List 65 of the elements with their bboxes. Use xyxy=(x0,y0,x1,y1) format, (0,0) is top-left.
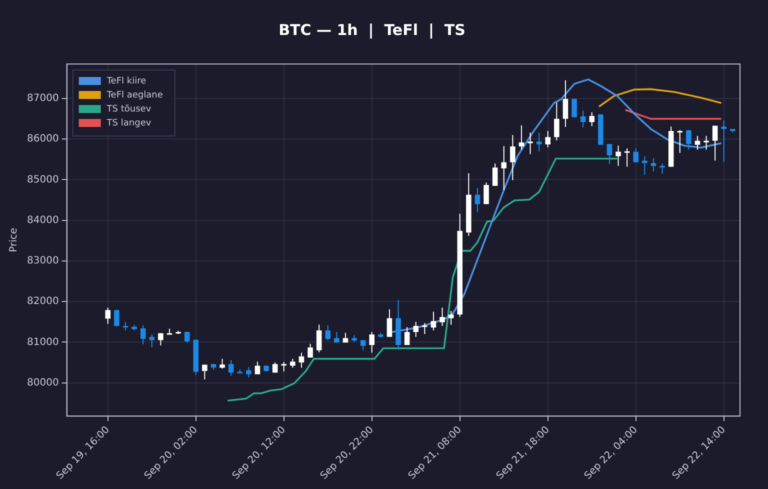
legend-label: TS langev xyxy=(106,118,152,128)
candlestick xyxy=(281,362,287,372)
candlestick xyxy=(650,158,656,172)
candlestick xyxy=(448,310,454,326)
candlestick xyxy=(149,334,155,348)
candlestick xyxy=(660,162,665,174)
candlestick xyxy=(325,324,331,341)
y-tick-label: 87000 xyxy=(27,93,59,104)
candlestick xyxy=(254,361,260,375)
candlestick xyxy=(616,145,621,166)
candlestick xyxy=(536,132,542,152)
legend-label: TeFl aeglane xyxy=(106,90,164,100)
candlestick xyxy=(158,332,164,346)
candlestick xyxy=(492,162,498,186)
candlestick xyxy=(422,322,428,335)
y-axis-title: Price xyxy=(8,228,20,252)
candlestick xyxy=(686,130,692,150)
candlestick xyxy=(298,352,304,368)
candlestick xyxy=(721,120,727,162)
candlestick xyxy=(308,343,313,358)
y-tick-label: 81000 xyxy=(27,336,59,348)
candlestick xyxy=(114,309,120,327)
candlestick xyxy=(184,331,190,344)
y-tick-label: 80000 xyxy=(27,377,59,388)
candlestick xyxy=(554,102,560,141)
candlestick xyxy=(105,307,111,324)
candlestick xyxy=(501,146,507,190)
y-tick-label: 82000 xyxy=(27,296,59,308)
candlestick xyxy=(202,364,208,380)
candlestick xyxy=(580,110,586,128)
chart-title: BTC — 1h | TeFl | TS xyxy=(278,20,466,39)
y-tick-label: 83000 xyxy=(27,256,59,267)
candlestick xyxy=(430,311,436,331)
candlestick xyxy=(518,124,524,150)
candlestick xyxy=(246,366,252,378)
candlestick xyxy=(589,112,595,127)
candlestick xyxy=(712,125,718,162)
y-tick-label: 84000 xyxy=(27,214,59,226)
candlestick xyxy=(694,135,700,150)
candlestick xyxy=(386,308,392,338)
candlestick xyxy=(677,130,683,154)
candlestick xyxy=(228,360,234,376)
candlestick xyxy=(633,148,639,163)
y-tick-label: 86000 xyxy=(27,134,59,145)
candlestick xyxy=(562,80,568,128)
candlestick xyxy=(606,143,612,164)
legend-label: TS tõusev xyxy=(106,104,152,114)
candlestick xyxy=(545,130,551,148)
candlestick xyxy=(404,326,410,346)
candlestick xyxy=(484,182,489,205)
candlestick xyxy=(440,307,445,326)
candlestick xyxy=(704,135,709,150)
candlestick xyxy=(413,321,419,338)
y-tick-label: 85000 xyxy=(27,174,59,186)
candlestick xyxy=(360,340,366,351)
candlestick xyxy=(528,132,533,155)
candlestick xyxy=(510,134,516,181)
candlestick xyxy=(624,148,630,168)
candlestick xyxy=(220,358,225,370)
candlestick xyxy=(140,324,146,345)
candlestick xyxy=(316,324,322,353)
candlestick xyxy=(369,332,375,354)
candlestick xyxy=(642,156,648,176)
legend-label: TeFl kiire xyxy=(106,76,147,86)
candlestick xyxy=(474,187,480,213)
